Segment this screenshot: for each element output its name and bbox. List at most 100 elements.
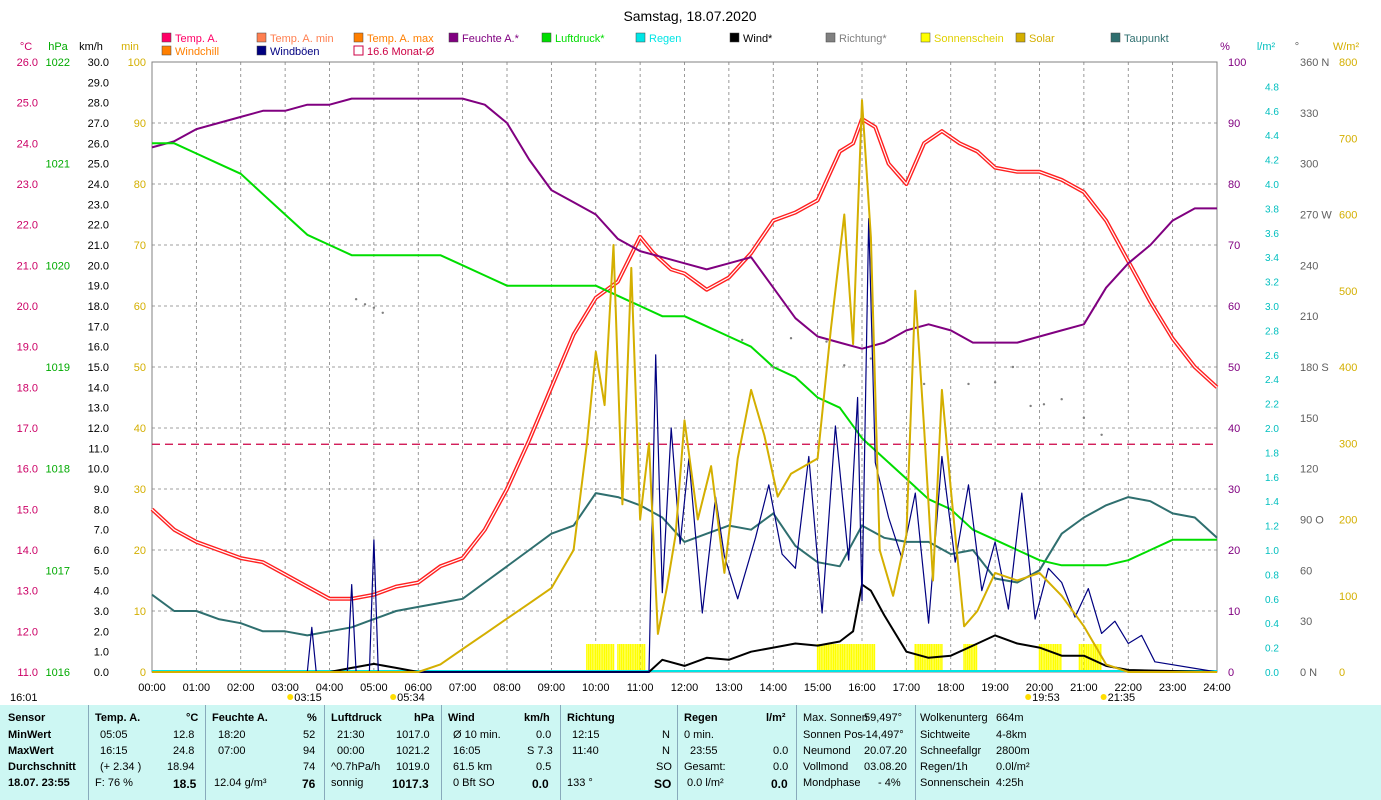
rain-axis-label: 0.2 [1265,644,1279,655]
divider [324,705,325,800]
legend-swatch [541,32,552,43]
humidity-max-time: 07:00 [218,745,246,757]
direction-point [922,382,926,386]
x-tick-label: 04:00 [316,682,344,694]
x-tick-label: 08:00 [493,682,521,694]
direction-point [1029,404,1032,408]
direction-point [993,381,997,384]
rain-unit: l/m² [766,712,786,724]
sunshine-axis-label: 0 [140,667,146,679]
rain-axis-label: 1.2 [1265,522,1279,533]
x-tick-label: 16:00 [848,682,876,694]
direction-point [1082,416,1086,420]
sun-time-marker: 03:15 [294,692,322,704]
wind-axis-label: 19.0 [88,281,109,293]
sensor-row: 18.07. 23:55 [8,777,70,789]
direction-axis-label: 30 [1300,616,1312,628]
sun-time-marker: 21:35 [1108,692,1136,704]
axis-unit: l/m² [1257,41,1276,53]
rain-axis-label: 3.8 [1265,204,1279,215]
temp-trend: (+ 2.34 ) [100,761,142,773]
x-tick-label: 14:00 [759,682,787,694]
wind-axis-label: 22.0 [88,220,109,232]
legend-swatch [825,32,836,43]
rain-axis-label: 3.2 [1265,278,1279,289]
legend-swatch [920,32,931,43]
humidity-axis-label: 60 [1228,301,1240,313]
temp-current: 18.5 [173,777,197,791]
sun-value: -14,497° [862,729,904,741]
wind-max: S 7.3 [527,745,553,757]
x-tick-label: 12:00 [671,682,699,694]
sunshine-axis-label: 80 [134,179,146,191]
sunshine-axis-label: 40 [134,423,146,435]
legend-label: Windchill [175,46,219,58]
rain-axis-label: 0.8 [1265,570,1279,581]
sunshine-axis-label: 100 [128,57,146,69]
temp-axis-label: 25.0 [17,98,38,110]
x-tick-label: 05:00 [360,682,388,694]
rain-axis-label: 0.6 [1265,595,1279,606]
temp-axis-label: 17.0 [17,423,38,435]
pressure-min: 1017.0 [396,729,430,741]
rain-current: 0.0 [771,777,788,791]
chart-title: Samstag, 18.07.2020 [623,8,756,24]
temp-axis-label: 22.0 [17,220,38,232]
rain-axis-label: 4.4 [1265,131,1279,142]
moon-label: Mondphase [803,777,861,789]
rain-axis-label: 2.8 [1265,326,1279,337]
rain-time: 23:55 [690,745,718,757]
direction-point [363,303,367,306]
temp-axis-label: 18.0 [17,382,38,394]
sunshine-axis-label: 60 [134,301,146,313]
sunshine-axis-label: 90 [134,118,146,130]
pressure-axis-label: 1018 [46,464,70,476]
sensor-head: Sensor [8,712,46,724]
direction-axis-label: 240 [1300,260,1318,272]
direction-point [869,357,873,360]
direction-point [967,382,970,386]
legend-swatch [161,45,172,56]
temp-axis-label: 15.0 [17,504,38,516]
pressure-head: Luftdruck [331,712,382,724]
moon-value: 03.08.20 [864,761,907,773]
rain-axis-label: 1.4 [1265,497,1279,508]
legend-label: Feuchte A.* [462,33,520,45]
legend-label: Taupunkt [1124,33,1169,45]
pressure-series [152,142,1217,567]
wind-axis-label: 7.0 [94,525,109,537]
temp-max-time: 16:15 [100,745,128,757]
direction-value: N [662,729,670,741]
solar-axis-label: 0 [1339,667,1345,679]
wind-axis-label: 18.0 [88,301,109,313]
direction-axis-label: 90 O [1300,515,1324,527]
wind-run: 61.5 km [453,761,493,773]
rain-axis-label: 1.8 [1265,448,1279,459]
x-tick-label: 17:00 [893,682,921,694]
wind-axis-label: 30.0 [88,57,109,69]
rain-value: 0.0 [773,745,789,757]
direction-point [1042,403,1046,406]
x-tick-label: 18:00 [937,682,965,694]
rain-total-label: Gesamt: [684,761,726,773]
x-tick-label: 19:00 [981,682,1009,694]
wind-day-avg: 0.5 [536,761,552,773]
misc-value: 664m [996,712,1024,724]
wind-avg-label: Ø 10 min. [453,729,501,741]
pressure-max: 1021.2 [396,745,430,757]
x-tick-label: 02:00 [227,682,255,694]
temp-axis-label: 14.0 [17,545,38,557]
humidity-axis-label: 90 [1228,118,1240,130]
legend-label: Sonnenschein [934,33,1004,45]
wind-current: 0.0 [532,777,549,791]
legend-label: Windböen [270,46,320,58]
direction-point [825,340,828,343]
x-tick-label: 03:00 [271,682,299,694]
temp-axis-label: 13.0 [17,586,38,598]
legend-label: 16.6 Monat-Ø [367,46,435,58]
solar-axis-label: 300 [1339,438,1357,450]
left-time-label: 16:01 [10,692,38,704]
direction-point [843,364,846,367]
x-tick-label: 10:00 [582,682,610,694]
sun-time-marker: 05:34 [397,692,425,704]
